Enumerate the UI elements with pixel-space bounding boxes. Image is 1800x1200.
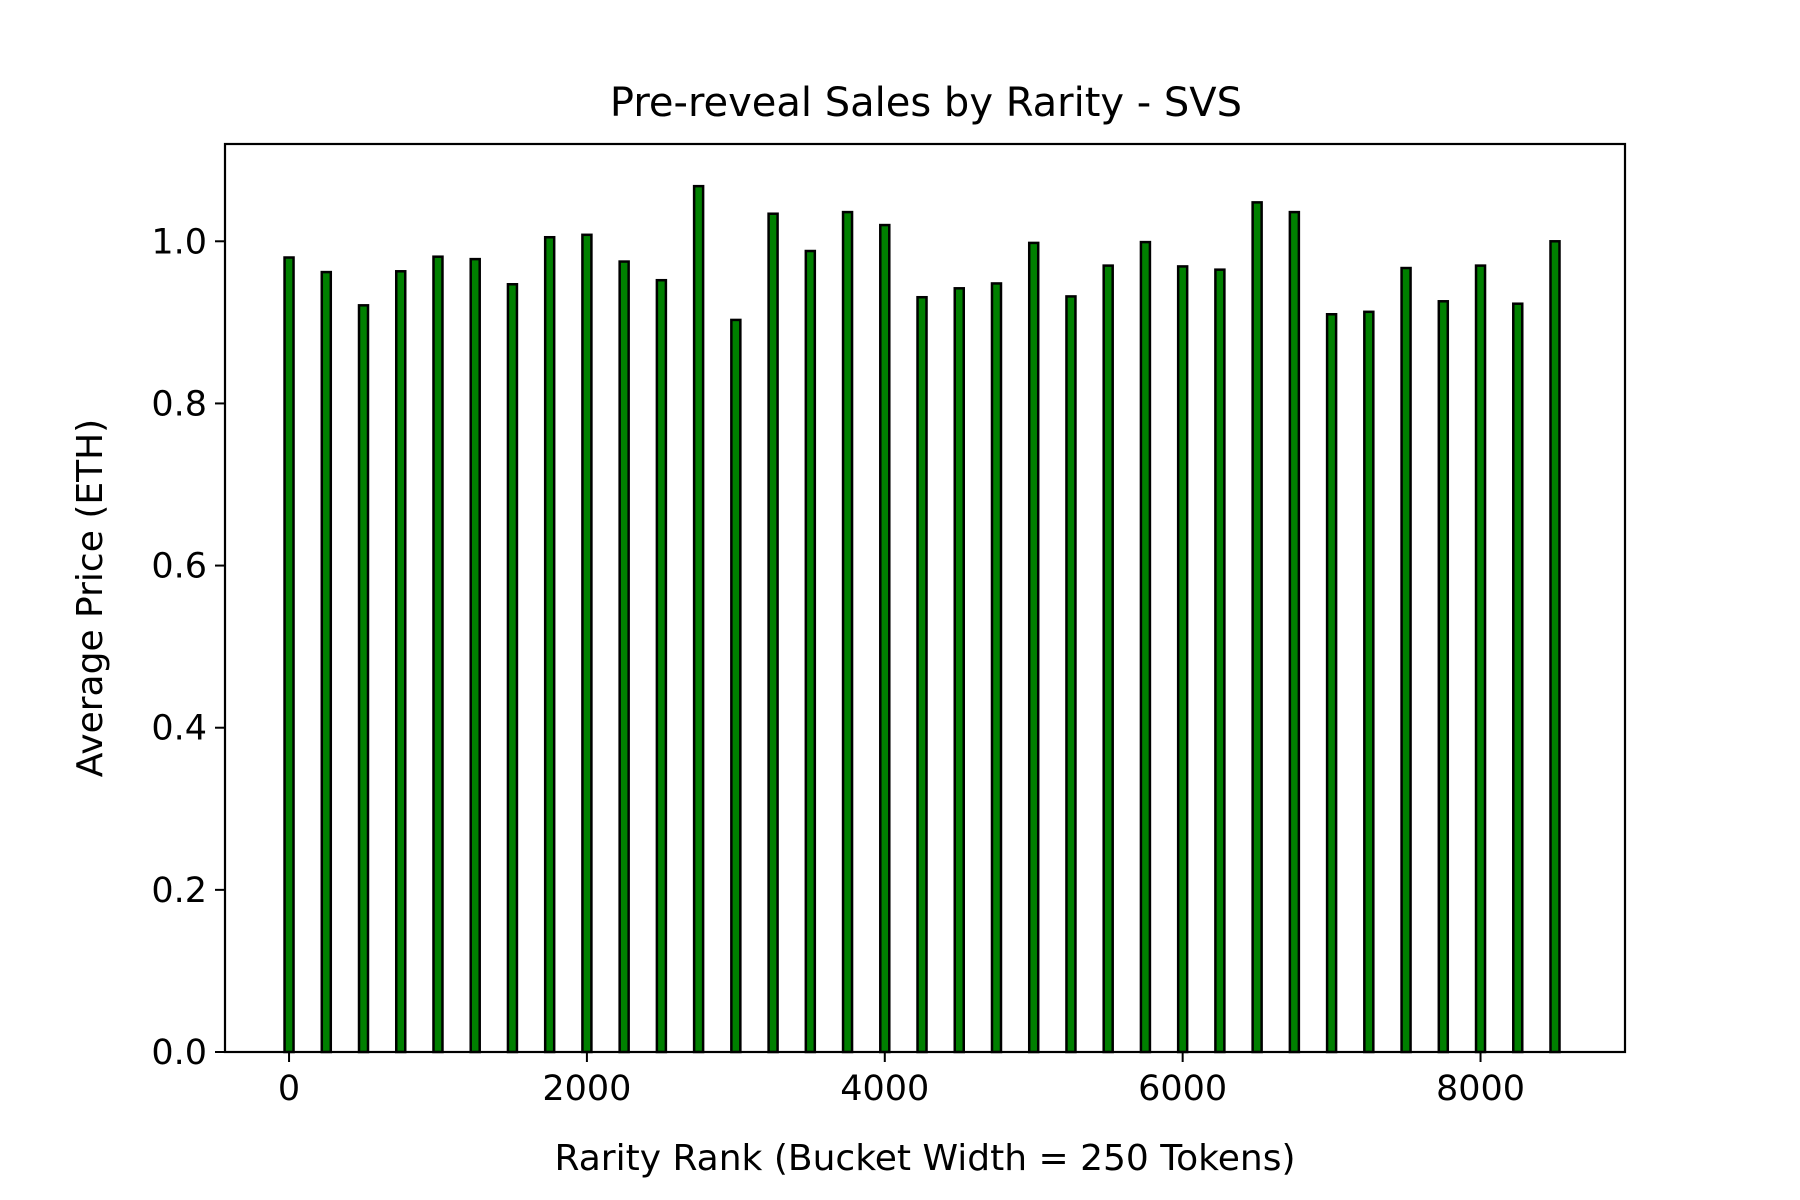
- bar-1000: [432, 255, 444, 1054]
- bar-7750: [1437, 300, 1450, 1054]
- bar-1750: [543, 235, 556, 1054]
- bar-1500: [506, 283, 519, 1054]
- plot-frame: [223, 142, 1627, 1054]
- bar-1250: [469, 257, 481, 1054]
- bar-4250: [916, 295, 928, 1054]
- bar-7250: [1363, 310, 1375, 1054]
- bar-2500: [655, 278, 668, 1054]
- y-tick-label: 0.6: [151, 547, 207, 587]
- bar-2000: [581, 233, 593, 1054]
- bar-7500: [1400, 266, 1412, 1054]
- x-tick-label: 8000: [1436, 1069, 1525, 1109]
- bar-2250: [618, 260, 630, 1054]
- bar-6750: [1288, 210, 1301, 1054]
- y-tick-label: 0.8: [151, 384, 207, 424]
- y-tick-label: 0.4: [151, 709, 207, 749]
- bar-3000: [730, 318, 742, 1054]
- bar-4000: [879, 223, 891, 1054]
- bar-4750: [990, 282, 1003, 1054]
- bar-8000: [1474, 264, 1487, 1054]
- y-tick-label: 0.0: [151, 1033, 207, 1073]
- bar-6000: [1176, 265, 1189, 1054]
- y-axis: 0.0 0.2 0.4 0.6 0.8 1.0: [151, 222, 225, 1073]
- chart-title: Pre-reveal Sales by Rarity - SVS: [610, 80, 1242, 126]
- bar-3500: [804, 249, 817, 1054]
- bar-5250: [1065, 295, 1077, 1054]
- bar-6500: [1251, 201, 1263, 1054]
- bars-group: [283, 184, 1561, 1054]
- x-tick-label: 2000: [542, 1069, 631, 1109]
- y-axis-label: Average Price (ETH): [70, 419, 111, 777]
- bar-250: [320, 270, 333, 1054]
- bar-3750: [841, 210, 854, 1054]
- x-axis-label: Rarity Rank (Bucket Width = 250 Tokens): [555, 1138, 1296, 1179]
- bar-6250: [1214, 268, 1226, 1054]
- bar-5000: [1027, 241, 1040, 1054]
- x-tick-label: 4000: [840, 1069, 929, 1109]
- bar-8500: [1549, 240, 1561, 1054]
- x-tick-label: 6000: [1138, 1069, 1227, 1109]
- bar-0: [283, 256, 295, 1054]
- y-tick-label: 1.0: [151, 222, 207, 262]
- bar-5750: [1139, 240, 1152, 1054]
- bar-3250: [767, 212, 779, 1054]
- bar-7000: [1325, 313, 1338, 1054]
- bar-4500: [953, 287, 966, 1054]
- bar-5500: [1102, 264, 1114, 1054]
- bar-500: [357, 304, 370, 1054]
- x-axis: 0 2000 4000 6000 8000: [278, 1052, 1525, 1109]
- bar-750: [394, 270, 407, 1054]
- bar-2750: [692, 184, 705, 1054]
- x-tick-label: 0: [278, 1069, 300, 1109]
- bar-8250: [1512, 302, 1524, 1054]
- y-tick-label: 0.2: [151, 871, 207, 911]
